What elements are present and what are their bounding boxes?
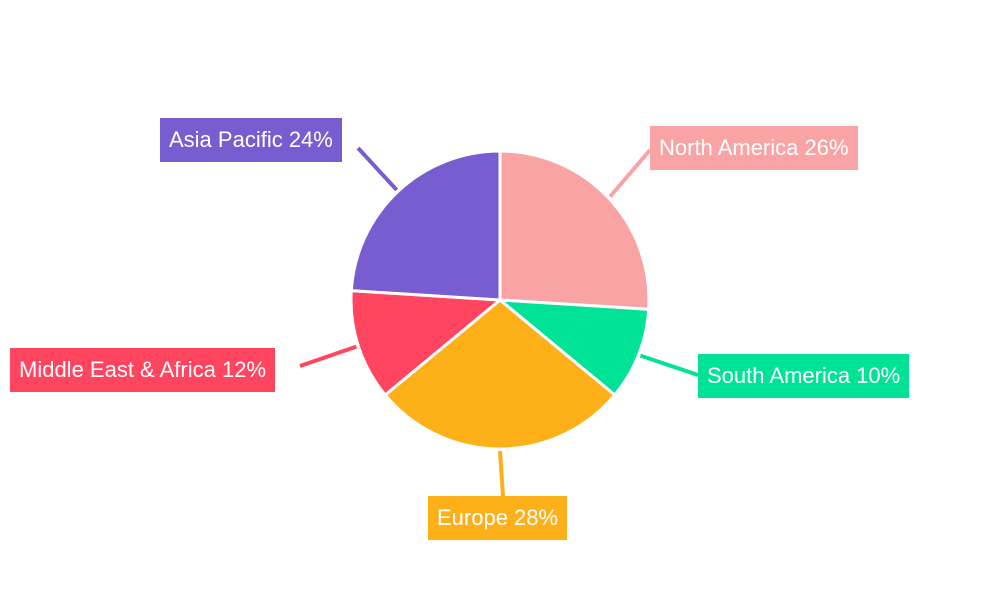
pie-slice-south-america[interactable] [495, 298, 651, 398]
data-label: North America 26% [650, 126, 858, 170]
data-label: Asia Pacific 24% [160, 118, 342, 162]
data-label: South America 10% [698, 354, 910, 398]
data-label: Europe 28% [428, 496, 568, 540]
pie-slice-asia-pacific[interactable] [349, 149, 502, 302]
leader-line [299, 344, 358, 368]
leader-line [356, 146, 399, 192]
pie-slice-europe[interactable] [383, 298, 617, 451]
leader-line [498, 450, 505, 497]
pie-slice-north-america[interactable] [498, 149, 651, 311]
data-label: Middle East & Africa 12% [10, 348, 276, 392]
pie-slice-middle-east-africa[interactable] [349, 289, 504, 398]
leader-line [608, 148, 652, 198]
leader-line [639, 353, 699, 377]
